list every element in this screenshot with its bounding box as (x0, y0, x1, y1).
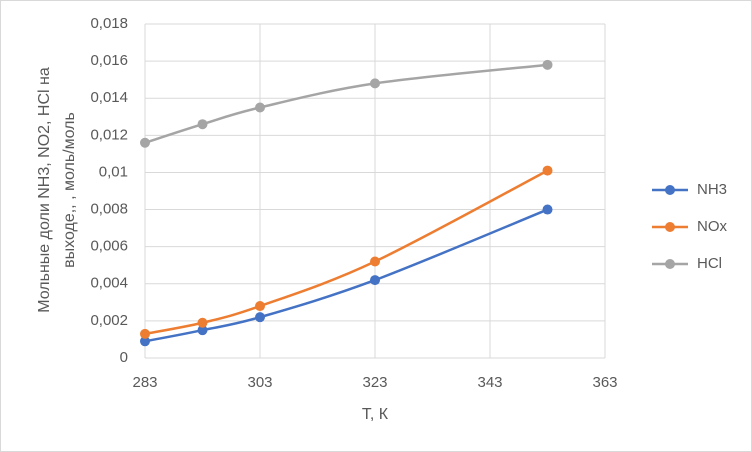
data-point (370, 78, 380, 89)
y-tick-label: 0,01 (99, 163, 128, 180)
y-tick-label: 0,014 (90, 89, 128, 106)
data-point (140, 137, 150, 148)
y-axis-label: выходе,, , моль/моль (61, 112, 78, 268)
data-point (197, 119, 208, 130)
data-point (255, 301, 265, 312)
data-point (140, 336, 150, 347)
series-line (144, 63, 548, 144)
y-tick-label: 0 (120, 349, 128, 366)
y-tick-label: 0,002 (90, 312, 128, 329)
x-tick-label: 283 (132, 374, 157, 391)
y-tick-label: 0,016 (90, 52, 128, 69)
legend-label: NH3 (697, 181, 727, 198)
legend-marker (665, 185, 675, 195)
data-point (370, 275, 380, 286)
series-line (144, 208, 548, 343)
data-point (255, 102, 265, 113)
legend-marker (665, 259, 675, 269)
legend-label: NOx (697, 218, 728, 235)
legend-label: HCl (697, 255, 722, 272)
y-axis-label: Мольные доли NH3, NO2, HCl на (36, 67, 53, 313)
legend-marker (665, 222, 675, 232)
series-line (144, 169, 549, 336)
y-tick-label: 0,006 (90, 238, 128, 255)
y-tick-label: 0,008 (90, 201, 128, 218)
data-point (197, 325, 208, 336)
data-point (370, 256, 380, 267)
data-point (542, 59, 553, 70)
data-point (542, 204, 553, 215)
data-point (255, 312, 265, 323)
x-tick-label: 323 (362, 374, 387, 391)
y-tick-label: 0,018 (90, 15, 128, 32)
x-tick-label: 363 (592, 374, 617, 391)
x-axis-label: Т, К (362, 406, 389, 423)
y-tick-label: 0,004 (90, 275, 128, 292)
data-point (197, 317, 208, 328)
data-point (542, 165, 553, 176)
y-tick-label: 0,012 (90, 126, 128, 143)
x-tick-label: 343 (477, 374, 502, 391)
x-tick-label: 303 (247, 374, 272, 391)
data-point (140, 328, 150, 339)
